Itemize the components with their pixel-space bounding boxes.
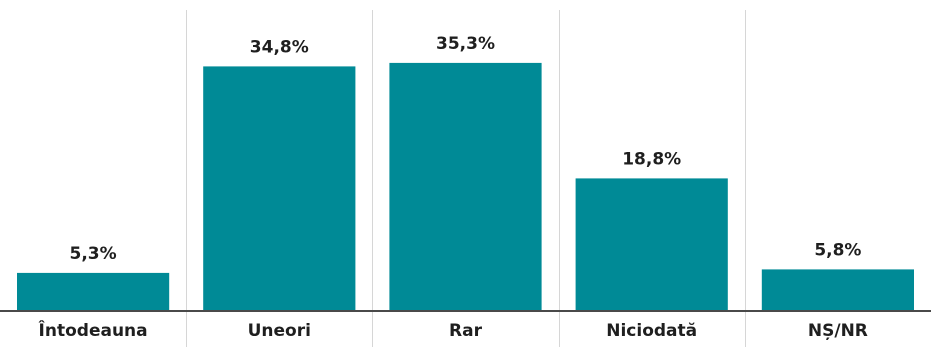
category-label-4: NȘ/NR xyxy=(808,321,868,341)
bar-4 xyxy=(761,269,914,310)
value-label-1: 34,8% xyxy=(250,37,309,57)
bar-1 xyxy=(203,66,356,311)
bar-3 xyxy=(575,178,728,310)
category-label-0: Întodeauna xyxy=(39,319,148,341)
value-label-3: 18,8% xyxy=(622,149,681,169)
value-labels: 5,3% 34,8% 35,3% 18,8% 5,8% xyxy=(70,34,862,264)
value-label-0: 5,3% xyxy=(70,244,117,264)
category-label-1: Uneori xyxy=(248,321,311,341)
bars xyxy=(17,62,914,311)
value-label-2: 35,3% xyxy=(436,34,495,54)
category-labels: Întodeauna Uneori Rar Niciodată NȘ/NR xyxy=(39,319,868,341)
bar-0 xyxy=(17,272,170,310)
value-label-4: 5,8% xyxy=(814,240,861,260)
category-label-3: Niciodată xyxy=(606,321,697,341)
category-label-2: Rar xyxy=(449,321,483,341)
category-separators xyxy=(186,10,746,347)
bar-2 xyxy=(389,62,542,311)
